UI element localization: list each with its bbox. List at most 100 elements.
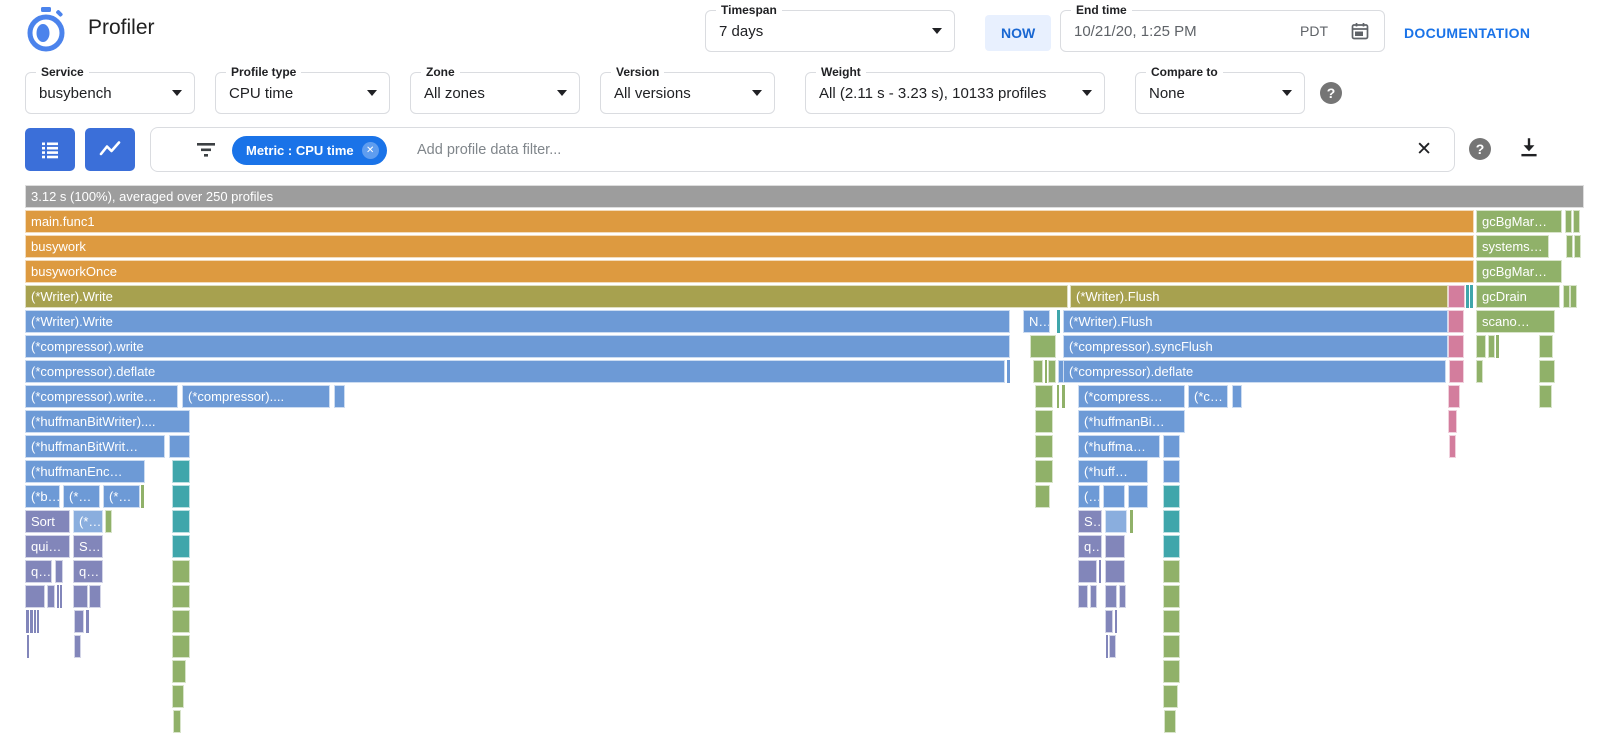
flame-bar[interactable] bbox=[1163, 510, 1180, 533]
flame-bar[interactable] bbox=[1163, 460, 1180, 483]
flame-bar[interactable] bbox=[1470, 285, 1473, 308]
flame-bar-writer-flush[interactable]: (*Writer).Flush bbox=[1063, 310, 1448, 333]
flame-bar[interactable] bbox=[1466, 285, 1469, 308]
flame-bar[interactable] bbox=[172, 660, 186, 683]
flame-bar[interactable] bbox=[1115, 610, 1117, 633]
flame-bar[interactable] bbox=[1449, 435, 1456, 458]
flame-bar[interactable] bbox=[172, 635, 190, 658]
flame-bar-[interactable]: (… bbox=[1078, 485, 1100, 508]
flame-bar[interactable] bbox=[1163, 485, 1180, 508]
flame-bar[interactable] bbox=[1496, 335, 1499, 358]
end-time-field[interactable]: End time 10/21/20, 1:25 PM PDT bbox=[1060, 3, 1385, 52]
flame-bar[interactable] bbox=[169, 435, 190, 458]
flame-bar[interactable] bbox=[1163, 535, 1180, 558]
flame-bar[interactable] bbox=[55, 560, 63, 583]
chip-close-icon[interactable]: ✕ bbox=[361, 142, 379, 159]
flame-bar[interactable] bbox=[1078, 585, 1088, 608]
table-view-button[interactable] bbox=[25, 128, 75, 171]
flame-bar[interactable] bbox=[1449, 360, 1464, 383]
end-time-value[interactable]: 10/21/20, 1:25 PM bbox=[1074, 22, 1197, 40]
flame-bar[interactable] bbox=[30, 610, 33, 633]
flame-bar[interactable] bbox=[1448, 410, 1457, 433]
flame-bar[interactable] bbox=[1163, 435, 1180, 458]
flame-bar-main-func1[interactable]: main.func1 bbox=[25, 210, 1474, 233]
flame-bar[interactable] bbox=[1106, 635, 1108, 658]
flame-bar-sort[interactable]: Sort bbox=[25, 510, 70, 533]
flame-bar[interactable] bbox=[172, 610, 190, 633]
flame-bar[interactable] bbox=[1057, 385, 1059, 408]
flame-bar[interactable] bbox=[1163, 635, 1180, 658]
flame-bar[interactable] bbox=[1570, 285, 1577, 308]
flame-bar-s[interactable]: S… bbox=[73, 535, 103, 558]
flame-bar[interactable] bbox=[141, 485, 144, 508]
calendar-icon[interactable] bbox=[1350, 21, 1370, 41]
flame-bar[interactable] bbox=[1105, 560, 1125, 583]
flame-bar[interactable] bbox=[1163, 585, 1180, 608]
compare-to-select[interactable]: Compare to None bbox=[1135, 65, 1305, 114]
flame-bar[interactable] bbox=[60, 585, 62, 608]
flame-bar[interactable] bbox=[74, 610, 84, 633]
flame-bar-huff[interactable]: (*huff… bbox=[1078, 460, 1148, 483]
flame-bar-compressor-syncflush[interactable]: (*compressor).syncFlush bbox=[1063, 335, 1448, 358]
flame-bar-compressor-write[interactable]: (*compressor).write… bbox=[25, 385, 178, 408]
flame-bar[interactable] bbox=[1128, 485, 1148, 508]
flame-bar[interactable] bbox=[1045, 360, 1047, 383]
flame-bar[interactable] bbox=[1163, 560, 1180, 583]
weight-select[interactable]: Weight All (2.11 s - 3.23 s), 10133 prof… bbox=[805, 65, 1105, 114]
flame-bar[interactable] bbox=[172, 485, 190, 508]
service-select[interactable]: Service busybench bbox=[25, 65, 195, 114]
flame-bar[interactable] bbox=[1035, 460, 1053, 483]
flame-bar[interactable] bbox=[86, 610, 89, 633]
flame-bar[interactable] bbox=[1109, 635, 1116, 658]
flame-bar[interactable] bbox=[1048, 360, 1056, 383]
flame-bar-3-12-s-100-averaged-over-250-profiles[interactable]: 3.12 s (100%), averaged over 250 profile… bbox=[25, 185, 1584, 208]
flame-bar-systems[interactable]: systems… bbox=[1476, 235, 1549, 258]
flame-bar[interactable] bbox=[89, 585, 101, 608]
flame-bar-busyworkonce[interactable]: busyworkOnce bbox=[25, 260, 1474, 283]
flame-bar[interactable] bbox=[1163, 610, 1180, 633]
flame-bar[interactable] bbox=[1448, 285, 1465, 308]
flame-bar-huffmanenc[interactable]: (*huffmanEnc… bbox=[25, 460, 145, 483]
flame-bar[interactable] bbox=[1566, 235, 1573, 258]
flame-bar-q[interactable]: q… bbox=[73, 560, 103, 583]
flame-bar-[interactable]: (*… bbox=[103, 485, 140, 508]
flame-bar[interactable] bbox=[1105, 510, 1127, 533]
flame-bar[interactable] bbox=[1448, 385, 1460, 408]
flame-bar[interactable] bbox=[25, 585, 45, 608]
flame-bar[interactable] bbox=[172, 585, 190, 608]
flame-bar[interactable] bbox=[1033, 360, 1043, 383]
flame-bar-gcbgmar[interactable]: gcBgMar… bbox=[1476, 210, 1562, 233]
flame-bar[interactable] bbox=[1062, 385, 1065, 408]
flame-bar[interactable] bbox=[172, 535, 190, 558]
flame-bar[interactable] bbox=[34, 610, 36, 633]
flame-bar[interactable] bbox=[1232, 385, 1242, 408]
flame-bar[interactable] bbox=[47, 585, 55, 608]
flame-bar[interactable] bbox=[26, 610, 29, 633]
download-icon[interactable] bbox=[1516, 135, 1542, 161]
flame-bar[interactable] bbox=[1103, 485, 1125, 508]
flame-bar[interactable] bbox=[1539, 385, 1552, 408]
metric-filter-chip[interactable]: Metric : CPU time ✕ bbox=[232, 136, 387, 165]
flame-bar[interactable] bbox=[1057, 310, 1060, 333]
flame-bar[interactable] bbox=[1035, 485, 1050, 508]
flame-bar[interactable] bbox=[1563, 285, 1570, 308]
documentation-link[interactable]: DOCUMENTATION bbox=[1404, 25, 1531, 41]
flame-bar[interactable] bbox=[1573, 210, 1580, 233]
flame-bar[interactable] bbox=[1163, 660, 1180, 683]
flame-bar-writer-write[interactable]: (*Writer).Write bbox=[25, 285, 1068, 308]
flame-bar[interactable] bbox=[1565, 210, 1572, 233]
filter-input[interactable]: Add profile data filter... bbox=[417, 141, 562, 158]
flame-bar-huffmanbi[interactable]: (*huffmanBi… bbox=[1078, 410, 1185, 433]
flame-bar-compressor-deflate[interactable]: (*compressor).deflate bbox=[1063, 360, 1446, 383]
flame-bar[interactable] bbox=[105, 510, 112, 533]
flame-bar[interactable] bbox=[57, 585, 59, 608]
flame-bar[interactable] bbox=[1105, 585, 1117, 608]
flame-bar-compressor-deflate[interactable]: (*compressor).deflate bbox=[25, 360, 1005, 383]
flame-bar[interactable] bbox=[334, 385, 345, 408]
flame-bar[interactable] bbox=[1539, 335, 1553, 358]
flame-bar-qui[interactable]: qui… bbox=[25, 535, 70, 558]
flame-bar[interactable] bbox=[1090, 585, 1097, 608]
flame-bar[interactable] bbox=[1476, 335, 1486, 358]
zone-select[interactable]: Zone All zones bbox=[410, 65, 580, 114]
flame-bar[interactable] bbox=[1539, 360, 1555, 383]
